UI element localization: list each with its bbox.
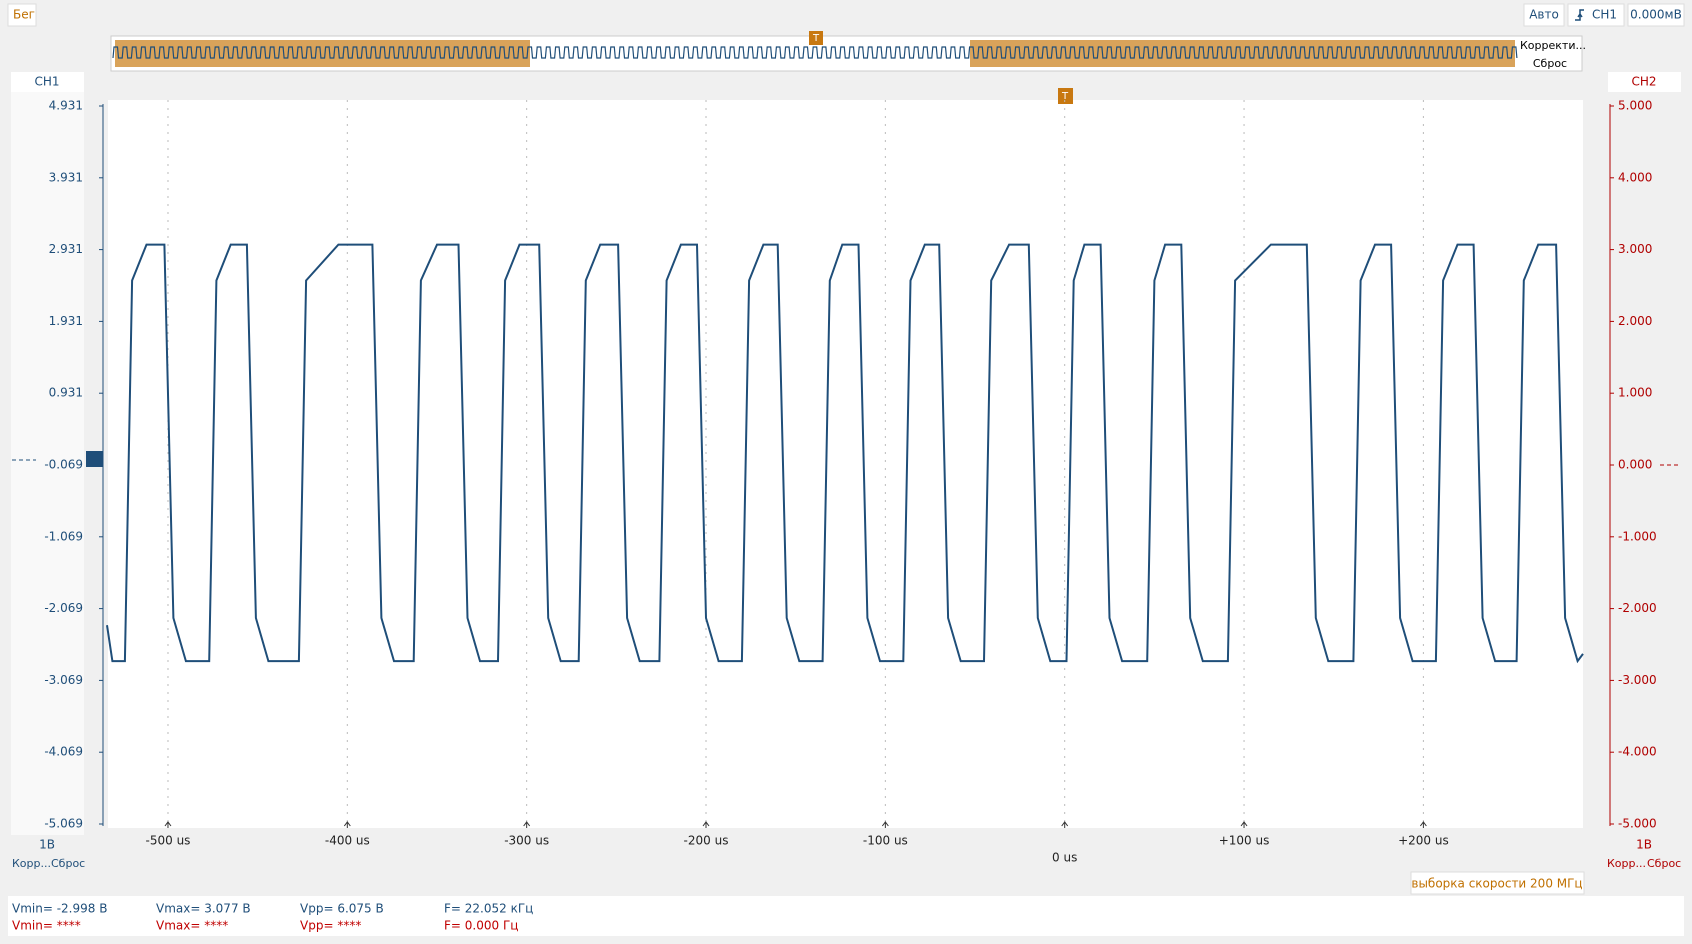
y-tick-label: -1.069 <box>44 529 83 543</box>
y2-tick-label: -2.000 <box>1618 601 1657 615</box>
x-tick <box>1240 821 1248 828</box>
trigger-marker-label: T <box>812 33 820 44</box>
measurement-bar <box>8 896 1684 936</box>
y-tick-label: 0.931 <box>49 386 83 400</box>
y-tick-label: 3.931 <box>49 170 83 184</box>
measurement: Vmax= 3.077 В <box>156 902 251 916</box>
overview-correct[interactable]: Корректи... <box>1520 39 1586 52</box>
measurement: Vmax= **** <box>156 919 228 933</box>
x-tick <box>523 821 531 828</box>
y2-tick-label: 1.000 <box>1618 386 1652 400</box>
trace <box>106 243 1584 664</box>
measurement: Vmin= -2.998 В <box>12 902 107 916</box>
trigger-source: CH1 <box>1592 8 1617 22</box>
measurement: Vmin= **** <box>12 919 81 933</box>
sample-rate: выборка скорости 200 МГц <box>1411 877 1582 891</box>
trigger-marker <box>1058 88 1073 104</box>
mode-button[interactable] <box>1523 3 1565 27</box>
x-tick-label: -100 us <box>863 834 908 848</box>
ch2-reset[interactable]: Сброс <box>1647 857 1681 870</box>
overview-shade <box>115 40 530 67</box>
y2-tick-label: -1.000 <box>1618 529 1657 543</box>
measurement: Vpp= **** <box>300 919 361 933</box>
trigger-level-box[interactable] <box>1627 3 1685 27</box>
x-tick <box>343 821 351 828</box>
y-tick-label: -3.069 <box>44 673 83 687</box>
overview-trace <box>112 46 1518 59</box>
x-tick-label: -400 us <box>325 834 370 848</box>
x-tick-label: -200 us <box>684 834 729 848</box>
plot-area <box>108 100 1583 828</box>
mode: Авто <box>1529 8 1559 22</box>
x-tick <box>1419 821 1427 828</box>
ch1-reset[interactable]: Сброс <box>51 857 85 870</box>
y-tick-label: 2.931 <box>49 242 83 256</box>
ch2-label: CH2 <box>1631 75 1656 89</box>
ch1-label: CH1 <box>34 75 59 89</box>
x-tick-label: +100 us <box>1219 834 1270 848</box>
ch2-correct[interactable]: Корр... <box>1607 857 1646 870</box>
x-tick-label: 0 us <box>1052 851 1077 865</box>
y2-tick-label: 0.000 <box>1618 458 1652 472</box>
sample-rate-box <box>1410 871 1585 895</box>
ch1-correct[interactable]: Корр... <box>12 857 51 870</box>
ch1-scale: 1В <box>39 838 55 852</box>
y2-tick-label: -4.000 <box>1618 745 1657 759</box>
x-tick <box>702 821 710 828</box>
y2-tick-label: 3.000 <box>1618 242 1652 256</box>
y-tick-label: -4.069 <box>44 745 83 759</box>
y2-tick-label: 5.000 <box>1618 99 1652 113</box>
ch2-scale: 1В <box>1636 838 1652 852</box>
status-box[interactable] <box>7 3 37 27</box>
y2-tick-label: 2.000 <box>1618 314 1652 328</box>
y-tick-label: -0.069 <box>44 458 83 472</box>
measurement: F= 0.000 Гц <box>444 919 518 933</box>
overview-reset[interactable]: Сброс <box>1533 57 1567 70</box>
trigger-level: 0.000мВ <box>1630 8 1682 22</box>
overview-trigger-marker <box>809 31 823 45</box>
ch2-header[interactable] <box>1608 72 1681 92</box>
x-tick <box>1061 821 1069 828</box>
y-tick-label: 1.931 <box>49 314 83 328</box>
measurement: Vpp= 6.075 В <box>300 902 384 916</box>
y2-tick-label: 4.000 <box>1618 170 1652 184</box>
y2-tick-label: -3.000 <box>1618 673 1657 687</box>
y-tick-label: -2.069 <box>44 601 83 615</box>
trigger-marker-label: T <box>1061 91 1069 102</box>
measurement: F= 22.052 кГц <box>444 902 533 916</box>
y-tick-label: 4.931 <box>49 99 83 113</box>
y-tick-label: -5.069 <box>44 817 83 831</box>
x-tick-label: -500 us <box>146 834 191 848</box>
x-tick <box>881 821 889 828</box>
edge-icon <box>1575 9 1584 21</box>
ch1-level-marker[interactable] <box>86 451 103 467</box>
status: Бег <box>13 8 35 22</box>
y2-tick-label: -5.000 <box>1618 817 1657 831</box>
x-tick <box>164 821 172 828</box>
left-axis-panel <box>11 92 84 835</box>
ch1-header[interactable] <box>11 72 84 92</box>
x-tick-label: -300 us <box>504 834 549 848</box>
measurements: Vmin= -2.998 В Vmax= 3.077 В Vpp= 6.075 В F… <box>12 902 533 933</box>
x-tick-label: +200 us <box>1398 834 1449 848</box>
